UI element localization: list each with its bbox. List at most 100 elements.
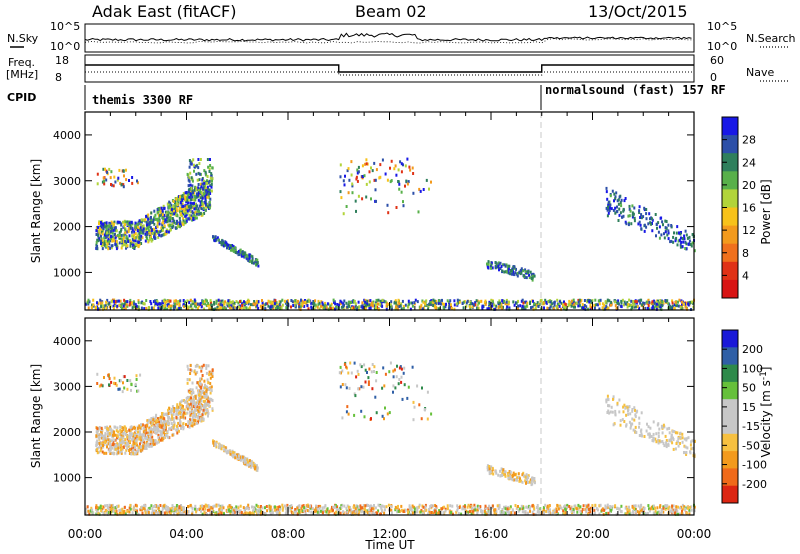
- data-point: [657, 438, 660, 442]
- data-point: [377, 302, 379, 306]
- data-point: [191, 410, 194, 413]
- data-point: [109, 452, 112, 455]
- data-point: [186, 381, 189, 385]
- data-point: [341, 305, 343, 309]
- data-point: [178, 421, 181, 425]
- data-point: [172, 420, 175, 424]
- data-point: [522, 269, 524, 273]
- data-point: [313, 510, 316, 514]
- data-point: [163, 224, 166, 228]
- data-point: [402, 307, 405, 311]
- data-point: [656, 226, 658, 230]
- data-point: [97, 433, 100, 437]
- data-point: [184, 197, 187, 201]
- data-point: [106, 298, 109, 302]
- data-point: [189, 421, 192, 425]
- data-point: [122, 426, 125, 430]
- data-point: [160, 229, 163, 233]
- data-point: [497, 306, 500, 310]
- data-point: [641, 434, 644, 438]
- data-point: [178, 429, 180, 433]
- data-point: [173, 299, 176, 303]
- data-point: [232, 245, 235, 249]
- data-point: [466, 299, 469, 303]
- data-point: [115, 444, 118, 447]
- data-point: [667, 229, 670, 233]
- data-point: [424, 302, 427, 306]
- data-point: [679, 243, 682, 247]
- data-point: [204, 302, 207, 306]
- data-point: [224, 243, 227, 247]
- data-point: [683, 237, 686, 241]
- data-point: [586, 300, 589, 304]
- data-point: [677, 512, 679, 516]
- data-point: [197, 400, 200, 404]
- data-point: [188, 378, 191, 382]
- data-point: [481, 306, 484, 310]
- data-point: [408, 506, 411, 509]
- data-point: [150, 504, 153, 508]
- data-point: [205, 192, 208, 196]
- data-point: [168, 219, 171, 223]
- data-point: [141, 436, 144, 440]
- data-point: [140, 423, 142, 427]
- data-point: [676, 431, 679, 435]
- data-point: [175, 504, 178, 508]
- data-point: [366, 302, 369, 306]
- data-point: [123, 386, 126, 390]
- data-point: [688, 235, 691, 239]
- data-point: [195, 172, 198, 176]
- data-point: [421, 386, 423, 390]
- data-point: [213, 239, 216, 243]
- data-point: [137, 449, 140, 453]
- data-point: [486, 466, 489, 469]
- data-point: [326, 302, 329, 306]
- data-point: [207, 414, 209, 418]
- data-point: [375, 411, 378, 415]
- data-point: [605, 305, 608, 309]
- data-point: [657, 221, 660, 225]
- data-point: [182, 204, 185, 208]
- nave-label: Nave: [746, 66, 774, 79]
- data-point: [115, 247, 118, 251]
- data-point: [473, 503, 476, 507]
- data-point: [140, 306, 143, 310]
- data-point: [497, 261, 500, 265]
- data-point: [138, 424, 141, 428]
- data-point: [328, 510, 331, 514]
- data-point: [363, 302, 366, 306]
- data-point: [276, 305, 279, 309]
- data-point: [563, 307, 565, 310]
- data-point: [113, 220, 116, 224]
- data-point: [191, 189, 194, 193]
- data-point: [387, 503, 390, 507]
- data-point: [196, 370, 199, 374]
- data-point: [398, 305, 401, 309]
- data-point: [195, 401, 198, 405]
- data-point: [214, 444, 217, 448]
- data-point: [408, 508, 411, 512]
- data-point: [128, 234, 131, 238]
- data-point: [354, 199, 357, 203]
- data-point: [184, 412, 187, 416]
- data-point: [229, 244, 232, 248]
- data-point: [142, 430, 145, 434]
- data-point: [664, 219, 667, 223]
- data-point: [105, 221, 108, 225]
- data-point: [197, 166, 200, 170]
- data-point: [207, 364, 210, 368]
- data-point: [190, 195, 193, 199]
- data-point: [174, 305, 176, 309]
- data-point: [591, 299, 594, 303]
- data-point: [244, 255, 247, 259]
- data-point: [202, 202, 205, 206]
- data-point: [155, 441, 158, 445]
- data-point: [540, 301, 543, 305]
- data-point: [110, 451, 113, 455]
- data-point: [423, 408, 426, 412]
- data-point: [125, 168, 127, 172]
- data-point: [169, 210, 172, 213]
- data-point: [488, 467, 491, 471]
- data-point: [503, 263, 506, 267]
